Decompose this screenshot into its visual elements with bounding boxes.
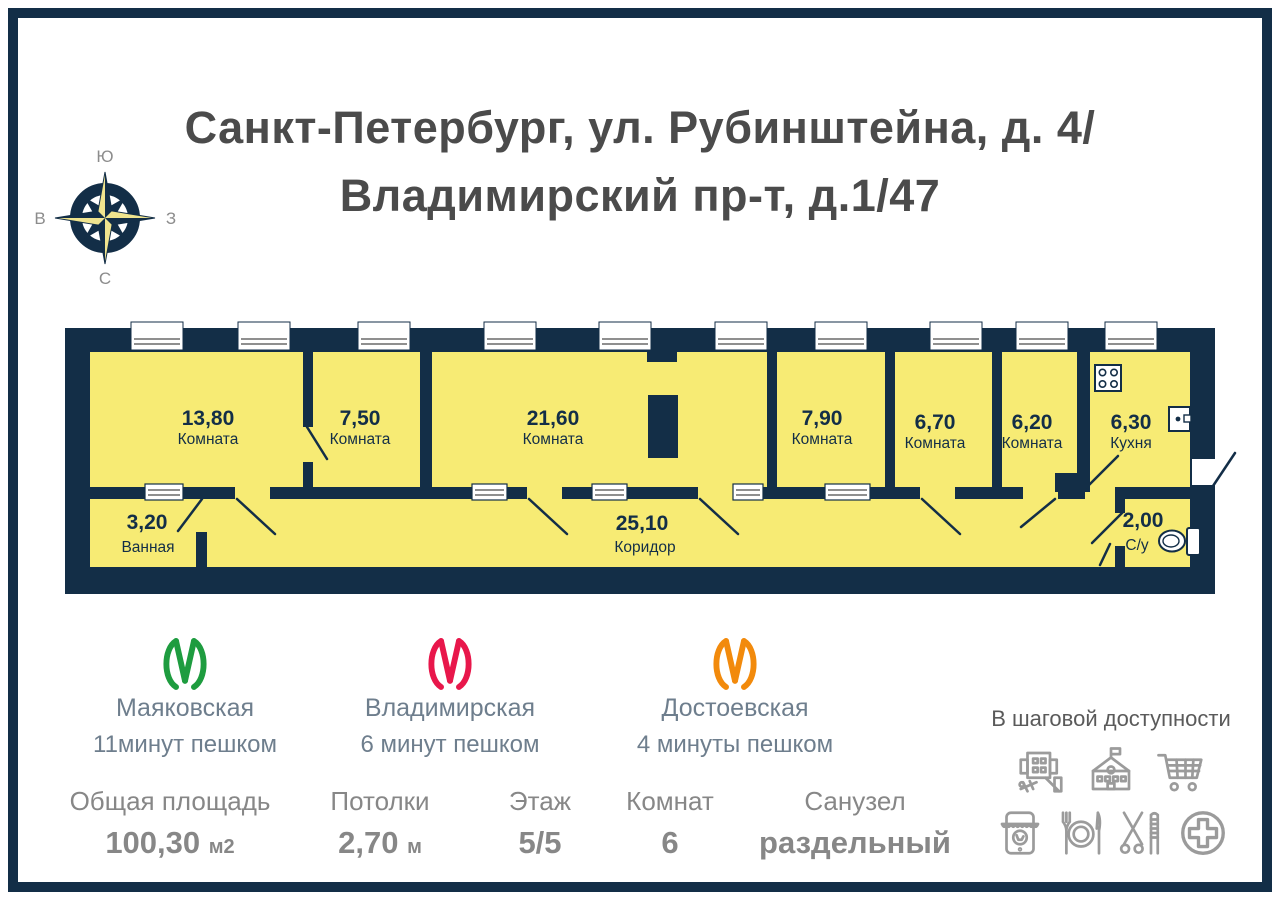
door-leaves [176, 425, 1237, 567]
door-openings [235, 487, 1115, 499]
stat-floor: Этаж 5/5 [470, 786, 610, 861]
stat-unit: м [407, 836, 422, 858]
compass-label-north: С [99, 269, 111, 288]
entrance-opening [1192, 459, 1215, 485]
room-area-label: 2,00 [1123, 509, 1164, 532]
toilet-icon [1158, 527, 1201, 556]
page-title: Санкт-Петербург, ул. Рубинштейна, д. 4/ … [18, 94, 1262, 230]
compass-label-east: В [34, 209, 45, 228]
room-name-label: Комната [905, 435, 966, 452]
stat-ceilings: Потолки 2,70 м [300, 786, 460, 861]
stat-value: 2,70 [338, 825, 399, 860]
stat-value: 6 [661, 825, 679, 860]
sink-icon [1168, 406, 1192, 432]
compass-rose: Ю В З С [32, 136, 182, 288]
room-labels: 13,80 Комната 7,50 Комната 21,60 Комната… [121, 407, 1163, 556]
metro-station-mayakovskaya: Маяковская 11минут пешком [55, 636, 315, 759]
room-area-label: 7,90 [802, 407, 843, 430]
shop-icon [993, 806, 1047, 860]
room-name-label: Комната [523, 431, 584, 448]
room-area-label: 21,60 [527, 407, 580, 430]
room-area-label: 7,50 [340, 407, 381, 430]
stat-label: Этаж [508, 786, 572, 816]
room-area-label: 6,30 [1111, 411, 1152, 434]
metro-logo-icon [163, 638, 207, 690]
metro-logo-icon [428, 638, 472, 690]
stat-bathroom: Санузел раздельный [740, 786, 970, 861]
kindergarten-icon [1014, 744, 1068, 798]
station-name: Достоевская [661, 694, 809, 722]
room-area-label: 25,10 [616, 512, 669, 535]
room-area-label: 3,20 [127, 511, 168, 534]
room-name-label: Кухня [1110, 435, 1151, 452]
interior-walls [196, 352, 1125, 567]
stove-icon [1094, 364, 1122, 392]
stat-unit: м2 [208, 836, 235, 858]
room-area-label: 6,70 [915, 411, 956, 434]
station-walk-time: 6 минут пешком [360, 731, 540, 758]
barbershop-icon [1115, 806, 1169, 860]
exterior-windows [130, 321, 1158, 351]
room-name-label: Комната [178, 431, 239, 448]
pharmacy-icon [1176, 806, 1230, 860]
room-name-label: Комната [792, 431, 853, 448]
room-name-label: Комната [330, 431, 391, 448]
stat-value: 5/5 [518, 825, 562, 860]
stat-rooms: Комнат 6 [600, 786, 740, 861]
room-name-label: С/у [1125, 537, 1149, 554]
station-name: Владимирская [364, 694, 536, 722]
station-walk-time: 4 минуты пешком [636, 731, 834, 758]
stat-label: Санузел [804, 786, 906, 816]
compass-icon: Ю В З С [34, 147, 176, 288]
transom-windows [144, 483, 871, 501]
floor-plan-drawing: 13,80 Комната 7,50 Комната 21,60 Комната… [65, 321, 1237, 594]
room-name-label: Ванная [121, 539, 174, 556]
station-name: Маяковская [115, 694, 255, 722]
room-area-label: 13,80 [182, 407, 235, 430]
stat-label: Общая площадь [69, 786, 271, 816]
nearby-block: В шаговой доступности [968, 706, 1254, 860]
stat-value: раздельный [759, 825, 951, 860]
room-name-label: Комната [1002, 435, 1063, 452]
stat-label: Комнат [626, 786, 714, 816]
room-area-label: 6,20 [1012, 411, 1053, 434]
shopping-cart-icon [1154, 744, 1208, 798]
floor-plan: 13,80 Комната 7,50 Комната 21,60 Комната… [65, 321, 1250, 597]
stat-label: Потолки [330, 786, 430, 816]
room-name-label: Коридор [614, 539, 675, 556]
restaurant-icon [1054, 806, 1108, 860]
title-line-1: Санкт-Петербург, ул. Рубинштейна, д. 4/ [184, 102, 1096, 153]
compass-label-south: Ю [96, 147, 113, 166]
nearby-title: В шаговой доступности [991, 706, 1231, 731]
station-walk-time: 11минут пешком [93, 731, 277, 758]
school-icon [1084, 744, 1138, 798]
stat-value: 100,30 [105, 825, 201, 860]
metro-station-dostoevskaya: Достоевская 4 минуты пешком [605, 636, 865, 759]
stat-total-area: Общая площадь 100,30 м2 [50, 786, 290, 861]
metro-station-vladimirskaya: Владимирская 6 минут пешком [320, 636, 580, 759]
title-line-2: Владимирский пр-т, д.1/47 [339, 170, 941, 221]
compass-label-west: З [166, 209, 176, 228]
metro-logo-icon [713, 638, 757, 690]
page-frame: Санкт-Петербург, ул. Рубинштейна, д. 4/ … [8, 8, 1272, 892]
